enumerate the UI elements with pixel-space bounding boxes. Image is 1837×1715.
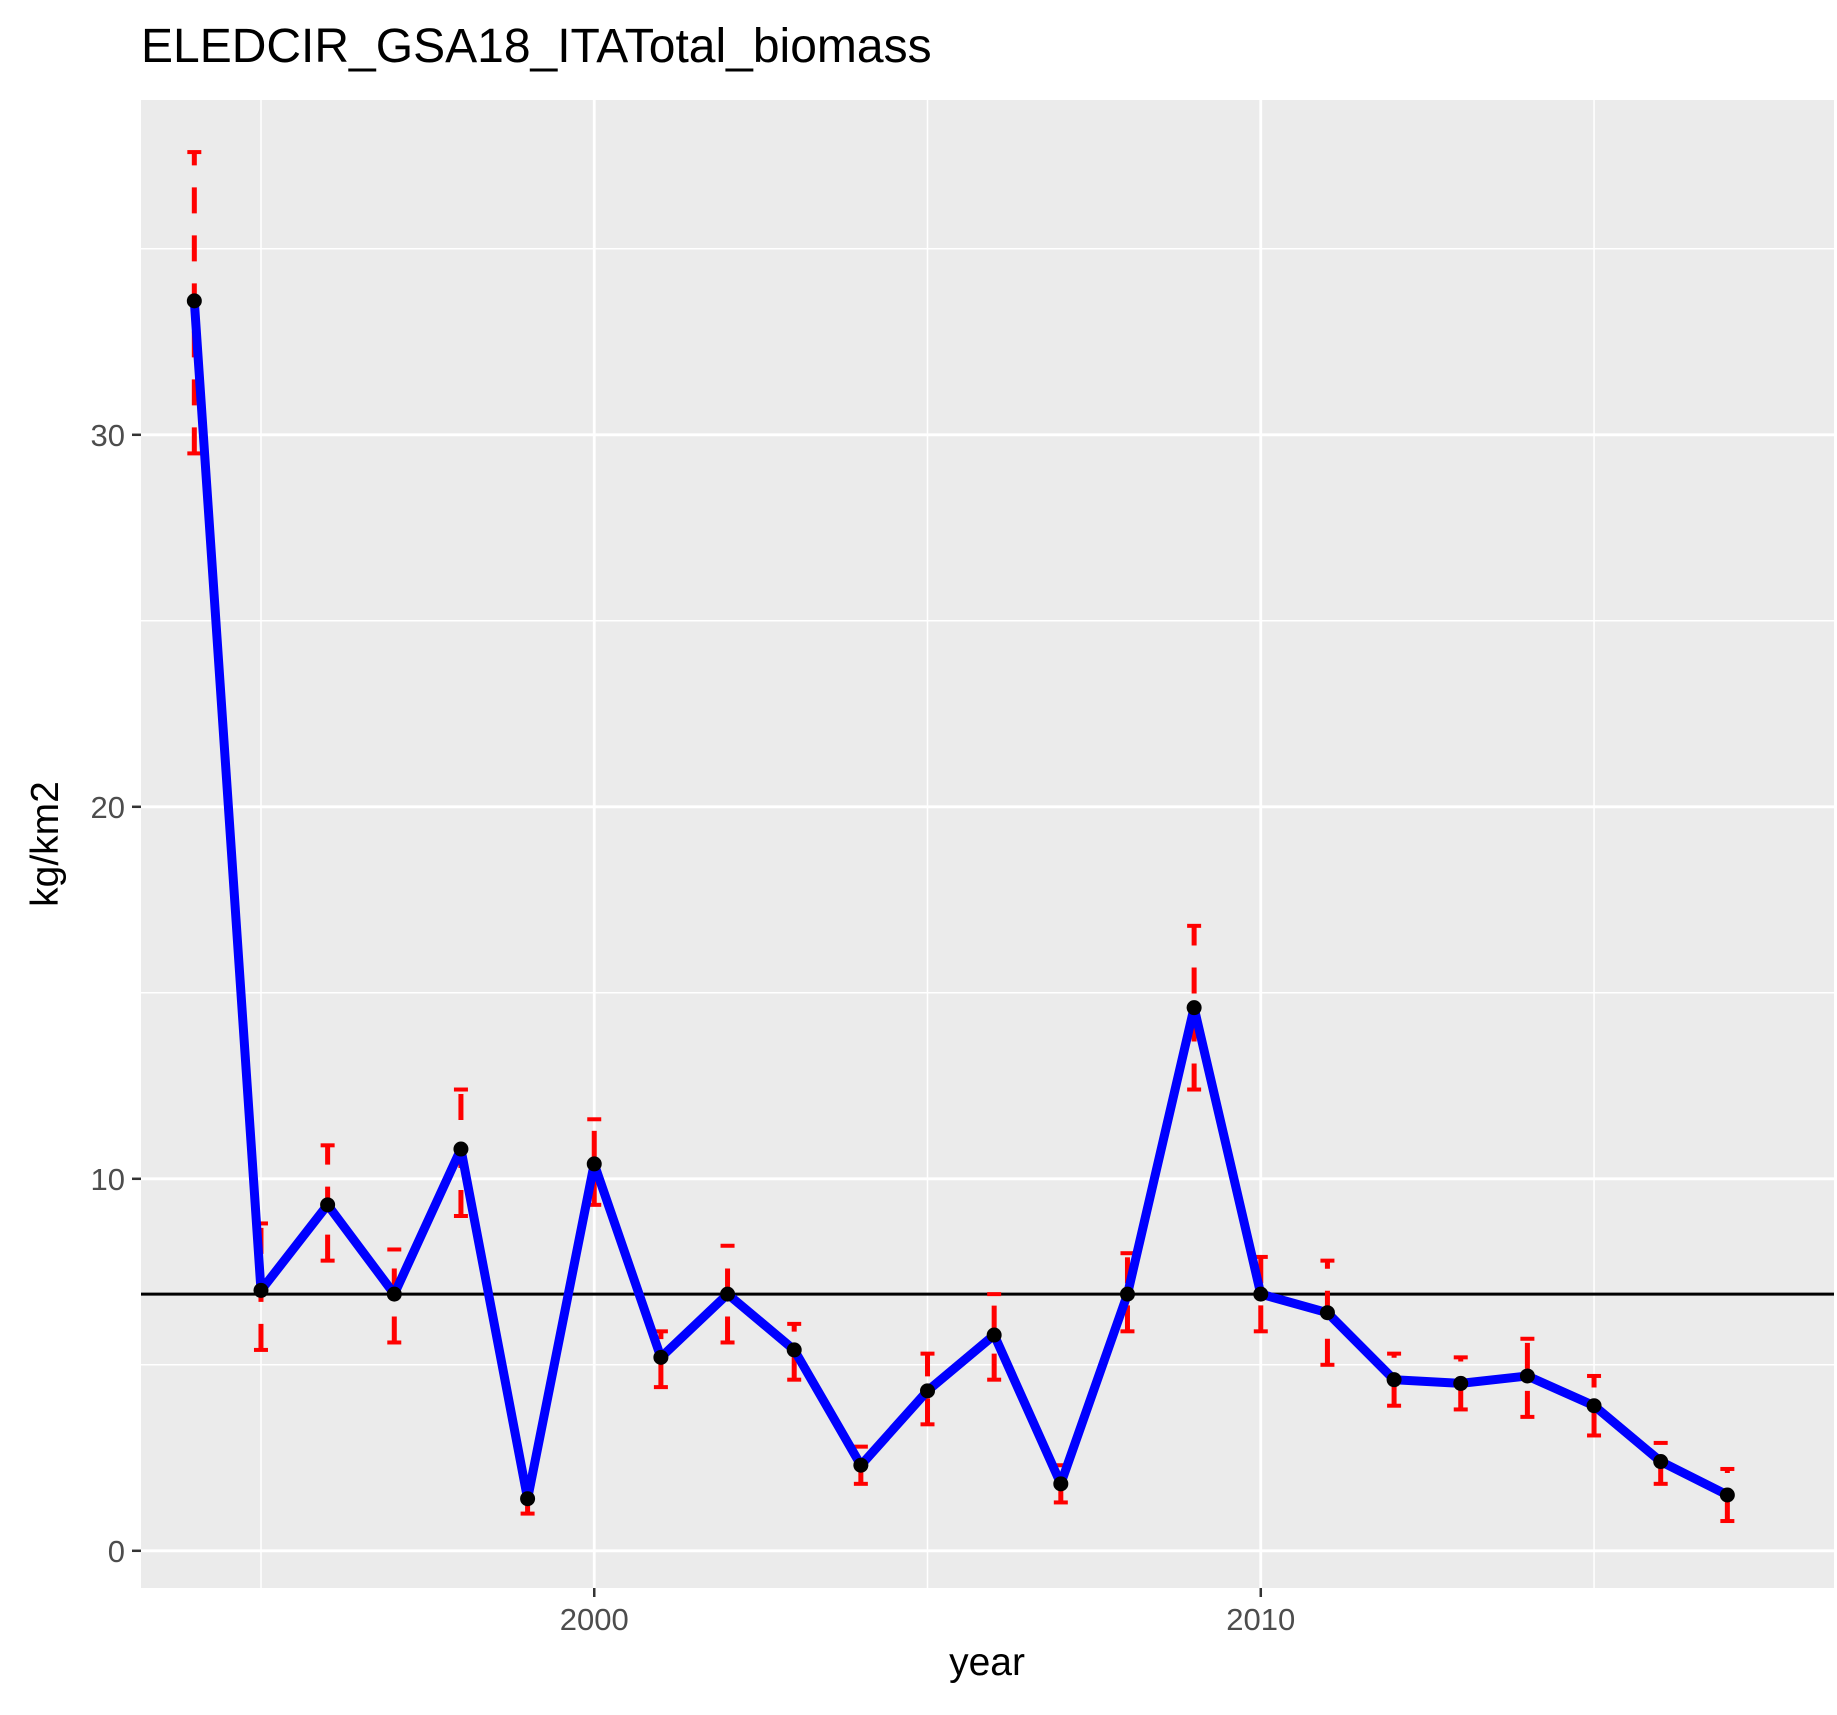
data-point	[853, 1457, 869, 1473]
data-point	[1719, 1487, 1735, 1503]
data-point	[786, 1342, 802, 1358]
error-bar	[1187, 923, 1202, 1092]
error-bar	[1120, 1251, 1135, 1334]
error-bar	[987, 1292, 1002, 1382]
error-bar	[1720, 1466, 1735, 1524]
y-tick-label: 20	[91, 790, 125, 825]
data-point	[1053, 1476, 1069, 1492]
x-axis: 2000 2010	[560, 1588, 1295, 1637]
data-point	[186, 293, 202, 309]
y-axis: 0 10 20 30	[91, 418, 141, 1569]
data-point	[453, 1141, 469, 1157]
data-point	[1519, 1368, 1535, 1384]
x-tick-label: 2010	[1226, 1602, 1295, 1637]
data-point	[1586, 1398, 1602, 1414]
y-tick-label: 0	[108, 1534, 125, 1569]
data-point	[1319, 1305, 1335, 1321]
y-tick-label: 10	[91, 1162, 125, 1197]
series-line	[189, 296, 1732, 1504]
grid-lines	[141, 100, 1834, 1588]
data-point	[1253, 1286, 1269, 1302]
data-point	[253, 1282, 269, 1298]
y-axis-title: kg/km2	[24, 781, 67, 907]
chart-title: ELEDCIR_GSA18_ITATotal_biomass	[141, 20, 932, 73]
error-bar	[787, 1321, 802, 1382]
data-point	[920, 1383, 936, 1399]
x-axis-title: year	[949, 1641, 1025, 1684]
data-point	[520, 1491, 536, 1507]
error-bar	[1520, 1336, 1535, 1419]
error-bar	[1453, 1355, 1468, 1412]
series-line-group	[189, 296, 1732, 1504]
data-point	[1453, 1375, 1469, 1391]
error-bar	[920, 1351, 935, 1427]
data-point	[1186, 1000, 1202, 1016]
data-point	[1119, 1286, 1135, 1302]
y-tick-label: 30	[91, 418, 125, 453]
error-bar	[1387, 1351, 1402, 1408]
x-tick-label: 2000	[560, 1602, 629, 1637]
data-point	[586, 1156, 602, 1172]
data-point	[1653, 1454, 1669, 1470]
data-point	[320, 1197, 336, 1213]
error-bar	[387, 1247, 402, 1345]
error-bar	[1587, 1373, 1602, 1438]
data-point	[653, 1349, 669, 1365]
data-point	[1386, 1372, 1402, 1388]
data-point	[386, 1286, 402, 1302]
data-point	[986, 1327, 1002, 1343]
data-point	[720, 1286, 736, 1302]
data-points	[186, 293, 1735, 1507]
